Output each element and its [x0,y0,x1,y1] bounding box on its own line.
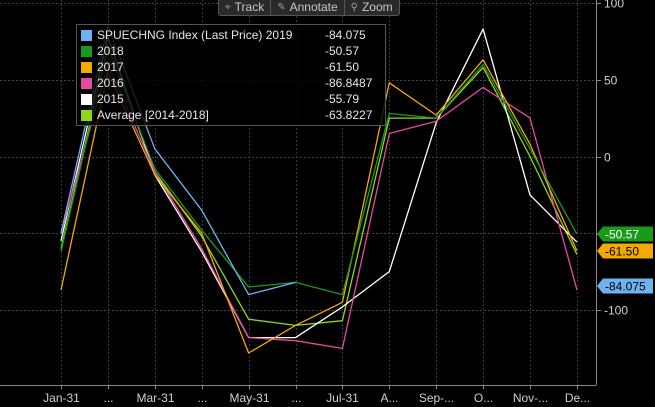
x-tick-label: De... [565,391,590,405]
magnifier-icon: ⚲ [350,2,358,13]
y-tick-label: -100 [604,304,628,318]
annotate-label: Annotate [289,0,338,14]
x-tick-label: O... [474,391,493,405]
x-tick-label: Jan-31 [43,391,80,405]
x-tick-label: ... [197,391,207,405]
legend-swatch [81,77,92,89]
value-tag [597,243,653,259]
zoom-label: Zoom [361,0,393,14]
x-tick-label: ... [103,391,113,405]
series-line [60,48,578,296]
value-tag [597,226,653,242]
x-tick-label: Jul-31 [326,391,359,405]
legend-swatch [81,93,92,105]
legend-series-value: -63.8227 [325,107,373,122]
series-line [60,63,578,350]
legend-swatch [81,45,92,57]
legend-series-name: 2016 [97,75,124,90]
y-tick-label: 100 [604,0,624,11]
legend-series-value: -50.57 [325,43,360,58]
value-tag-label: -50.57 [605,228,639,242]
track-label: Track [234,0,265,14]
chart-legend: SPUECHNG Index (Last Price) 2019 -84.075… [76,24,386,126]
x-tick-label: Mar-31 [136,391,174,405]
value-tag [597,278,653,294]
x-tick-label: ... [291,391,301,405]
legend-item: 2015 -55.79 [81,91,381,107]
x-tick-label: May-31 [229,391,269,405]
y-tick-label: 0 [604,151,611,165]
value-tag-label: -61.50 [605,245,639,259]
legend-swatch [81,109,92,121]
series-line [60,28,578,339]
legend-series-name: 2017 [97,59,124,74]
value-tag-label: -84.075 [605,280,646,294]
x-tick-label: Sep-... [419,391,454,405]
legend-series-value: -55.79 [325,91,360,106]
legend-series-name: 2018 [97,43,124,58]
legend-item: Average [2014-2018] -63.8227 [81,107,381,123]
annotate-button[interactable]: ✎ Annotate [271,0,345,15]
legend-swatch [81,61,92,73]
x-tick-label: Nov-... [513,391,548,405]
x-tick-label: A... [380,391,398,405]
legend-series-name: 2015 [97,91,124,106]
track-button[interactable]: ⌖ Track [219,0,272,15]
y-tick-label: 50 [604,74,618,88]
legend-series-name: SPUECHNG Index (Last Price) 2019 [97,27,293,42]
zoom-button[interactable]: ⚲ Zoom [345,0,399,15]
legend-series-value: -86.8487 [325,75,373,90]
legend-item: 2018 -50.57 [81,43,381,59]
legend-series-value: -84.075 [325,27,366,42]
legend-series-name: Average [2014-2018] [97,107,209,122]
legend-item: 2016 -86.8487 [81,75,381,91]
series-line [60,59,578,354]
legend-item: 2017 -61.50 [81,59,381,75]
legend-series-value: -61.50 [325,59,360,74]
crosshair-icon: ⌖ [225,2,231,13]
chart-toolbar: ⌖ Track ✎ Annotate ⚲ Zoom [218,0,400,16]
legend-swatch [81,29,92,41]
pencil-icon: ✎ [277,2,286,13]
legend-item: SPUECHNG Index (Last Price) 2019 -84.075 [81,27,381,43]
